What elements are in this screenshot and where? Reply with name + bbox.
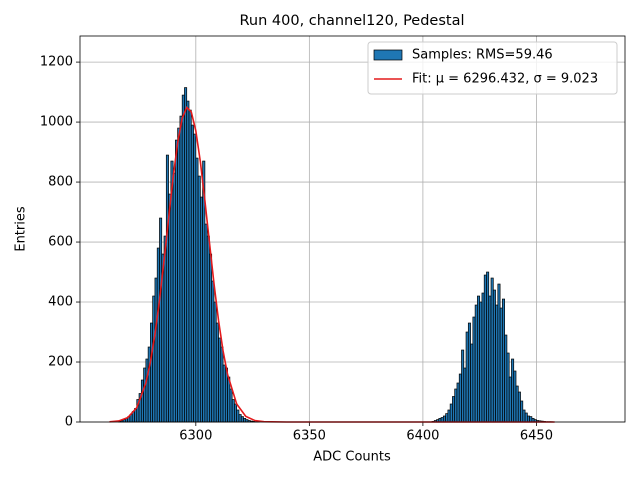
x-tick-label: 6400 bbox=[406, 429, 439, 444]
y-tick-label: 1200 bbox=[40, 55, 73, 70]
x-tick-label: 6450 bbox=[520, 429, 553, 444]
legend-label: Samples: RMS=59.46 bbox=[412, 48, 553, 63]
y-axis-label: Entries bbox=[14, 206, 29, 252]
y-tick-label: 0 bbox=[65, 415, 73, 430]
y-tick-label: 600 bbox=[48, 235, 73, 250]
x-tick-label: 6300 bbox=[179, 429, 212, 444]
plot-frame bbox=[79, 35, 626, 423]
fit-line bbox=[109, 105, 555, 423]
x-tick-label: 6350 bbox=[293, 429, 326, 444]
chart-title: Run 400, channel120, Pedestal bbox=[239, 13, 464, 29]
legend-label: Fit: μ = 6296.432, σ = 9.023 bbox=[412, 72, 598, 87]
y-tick-label: 200 bbox=[48, 355, 73, 370]
legend-box bbox=[367, 41, 618, 95]
y-tick-label: 400 bbox=[48, 295, 73, 310]
legend-swatch bbox=[373, 49, 403, 61]
y-tick-label: 1000 bbox=[40, 115, 73, 130]
y-tick-label: 800 bbox=[48, 175, 73, 190]
x-axis-label: ADC Counts bbox=[313, 450, 391, 465]
